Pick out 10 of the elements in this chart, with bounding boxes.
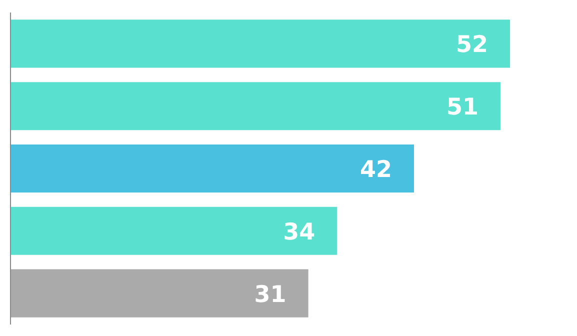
bar <box>10 82 500 130</box>
bar <box>10 144 414 193</box>
data-label: 42 <box>360 157 392 183</box>
bar <box>10 20 510 68</box>
data-label: 52 <box>456 32 488 58</box>
data-label: 51 <box>446 94 478 121</box>
data-label: 31 <box>254 282 286 308</box>
data-label: 34 <box>283 219 316 246</box>
bar <box>10 206 338 255</box>
bar <box>10 269 308 318</box>
